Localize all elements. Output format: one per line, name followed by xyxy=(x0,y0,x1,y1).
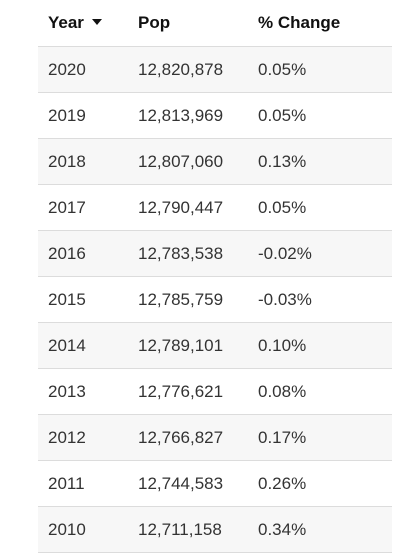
year-cell: 2012 xyxy=(38,414,138,461)
table-row: 2014 12,789,101 0.10% xyxy=(38,322,392,369)
year-cell: 2014 xyxy=(38,322,138,369)
change-cell: 0.34% xyxy=(258,506,392,553)
pop-cell: 12,820,878 xyxy=(138,46,258,93)
change-cell: -0.03% xyxy=(258,276,392,323)
pop-cell: 12,785,759 xyxy=(138,276,258,323)
change-column-header[interactable]: % Change xyxy=(258,0,392,47)
pop-cell: 12,744,583 xyxy=(138,460,258,507)
table-row: 2011 12,744,583 0.26% xyxy=(38,460,392,507)
year-cell: 2016 xyxy=(38,230,138,277)
table-row: 2016 12,783,538 -0.02% xyxy=(38,230,392,277)
table-row: 2019 12,813,969 0.05% xyxy=(38,92,392,139)
change-cell: 0.17% xyxy=(258,414,392,461)
pop-cell: 12,711,158 xyxy=(138,506,258,553)
year-cell: 2019 xyxy=(38,92,138,139)
year-cell: 2010 xyxy=(38,506,138,553)
change-cell: 0.13% xyxy=(258,138,392,185)
change-cell: 0.05% xyxy=(258,184,392,231)
table-row: 2012 12,766,827 0.17% xyxy=(38,414,392,461)
change-cell: 0.10% xyxy=(258,322,392,369)
year-header-label: Year xyxy=(48,13,84,32)
pop-cell: 12,807,060 xyxy=(138,138,258,185)
pop-cell: 12,766,827 xyxy=(138,414,258,461)
year-cell: 2015 xyxy=(38,276,138,323)
pop-cell: 12,776,621 xyxy=(138,368,258,415)
year-sort-control[interactable]: Year xyxy=(48,13,102,33)
table-row: 2013 12,776,621 0.08% xyxy=(38,368,392,415)
table-body: 2020 12,820,878 0.05% 2019 12,813,969 0.… xyxy=(38,46,392,553)
table-row: 2018 12,807,060 0.13% xyxy=(38,138,392,185)
change-cell: 0.05% xyxy=(258,92,392,139)
year-cell: 2020 xyxy=(38,46,138,93)
table-header: Year Pop % Change xyxy=(38,0,392,47)
pop-cell: 12,790,447 xyxy=(138,184,258,231)
pop-cell: 12,783,538 xyxy=(138,230,258,277)
change-cell: 0.26% xyxy=(258,460,392,507)
year-cell: 2018 xyxy=(38,138,138,185)
table-row: 2015 12,785,759 -0.03% xyxy=(38,276,392,323)
change-header-label: % Change xyxy=(258,13,341,32)
change-cell: 0.05% xyxy=(258,46,392,93)
year-cell: 2011 xyxy=(38,460,138,507)
pop-cell: 12,789,101 xyxy=(138,322,258,369)
table-row: 2020 12,820,878 0.05% xyxy=(38,46,392,93)
pop-column-header[interactable]: Pop xyxy=(138,0,258,47)
population-table: Year Pop % Change 2020 12,820,878 0.05% … xyxy=(38,0,392,553)
table-row: 2010 12,711,158 0.34% xyxy=(38,506,392,553)
population-table-container: Year Pop % Change 2020 12,820,878 0.05% … xyxy=(38,0,392,553)
change-cell: 0.08% xyxy=(258,368,392,415)
year-column-header[interactable]: Year xyxy=(38,0,138,47)
sort-desc-caret-icon xyxy=(91,18,102,25)
pop-cell: 12,813,969 xyxy=(138,92,258,139)
table-row: 2017 12,790,447 0.05% xyxy=(38,184,392,231)
pop-header-label: Pop xyxy=(138,13,171,32)
header-row: Year Pop % Change xyxy=(38,0,392,47)
year-cell: 2013 xyxy=(38,368,138,415)
year-cell: 2017 xyxy=(38,184,138,231)
change-cell: -0.02% xyxy=(258,230,392,277)
